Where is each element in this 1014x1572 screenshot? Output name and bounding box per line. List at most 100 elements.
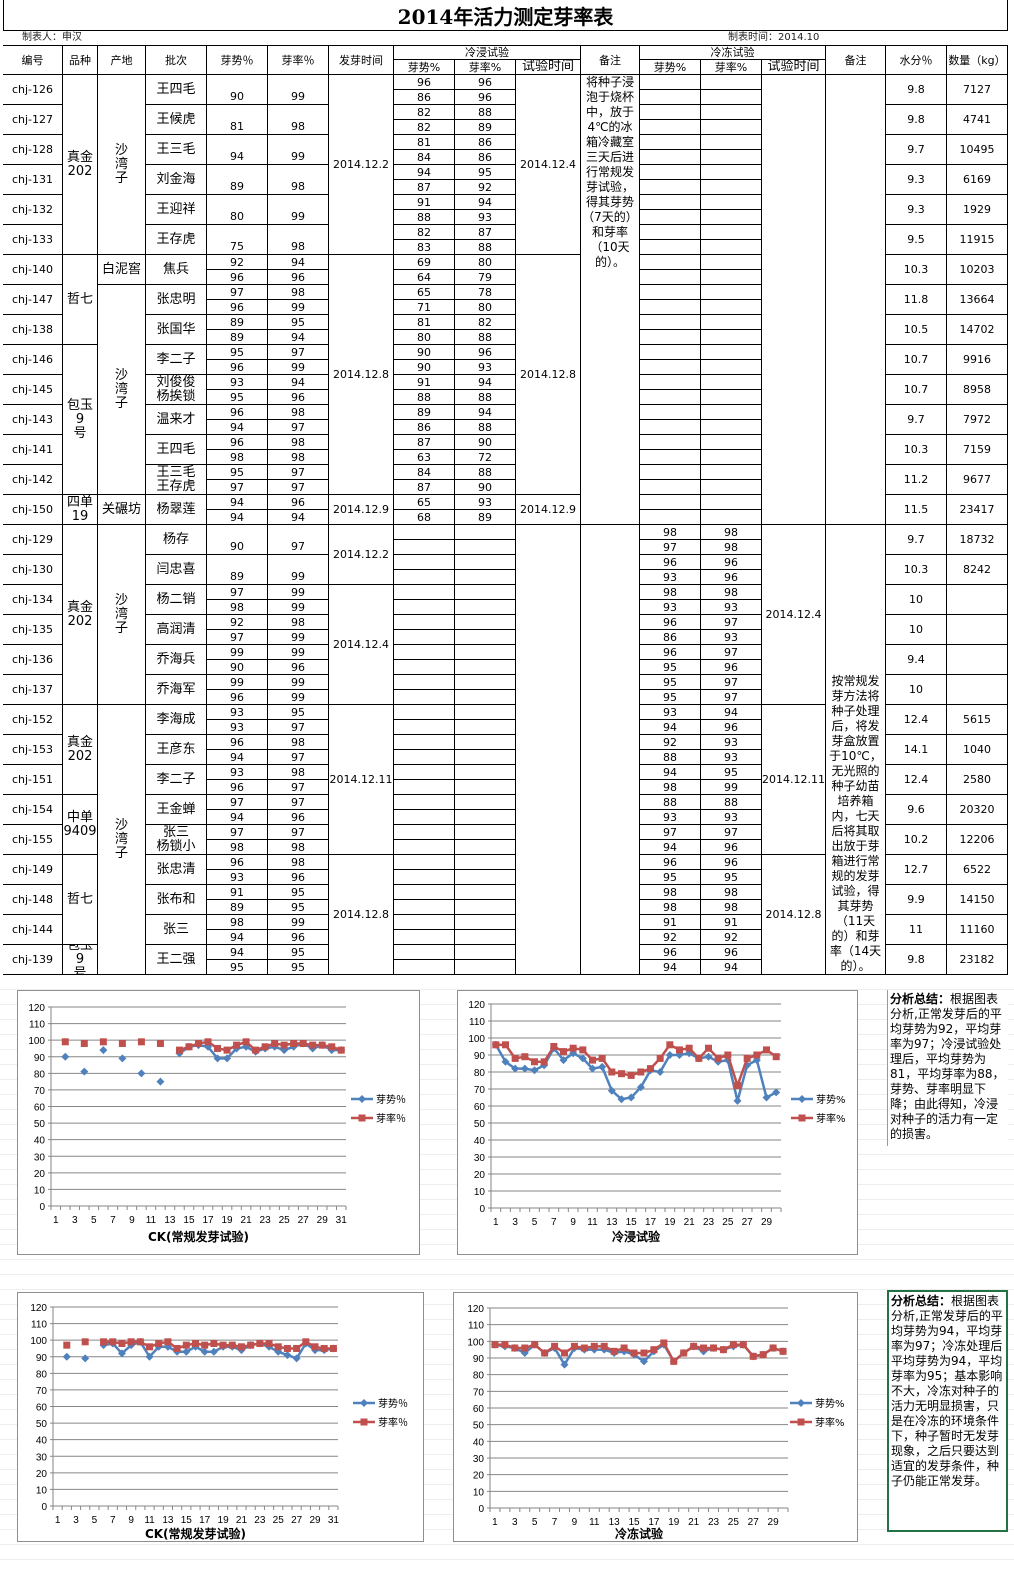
entry-freeze-vigor[interactable]: 96: [640, 555, 701, 570]
entry-id[interactable]: chj-127: [3, 105, 63, 135]
entry-ck-rate[interactable]: 99: [268, 300, 329, 315]
entry-freeze-rate[interactable]: 99: [701, 780, 762, 795]
entry-ck-rate[interactable]: 97: [268, 420, 329, 435]
entry-batch[interactable]: 温来才: [146, 405, 207, 435]
entry-soak-rate[interactable]: 93: [455, 495, 516, 510]
header-soak-rate[interactable]: 芽率%: [455, 60, 516, 75]
entry-freeze-rate[interactable]: 96: [701, 945, 762, 960]
entry-soak-rate[interactable]: 89: [455, 510, 516, 525]
header-freeze-group[interactable]: 冷冻试验: [640, 45, 826, 60]
entry-freeze-rate[interactable]: 93: [701, 750, 762, 765]
entry-soak-rate[interactable]: [455, 750, 516, 765]
entry-batch[interactable]: 杨二销: [146, 585, 207, 615]
entry-soak-vigor[interactable]: [394, 675, 455, 690]
entry-qty[interactable]: 6522: [947, 855, 1008, 885]
entry-qty[interactable]: 10495: [947, 135, 1008, 165]
entry-soak-vigor[interactable]: [394, 870, 455, 885]
entry-ck-rate[interactable]: 99: [268, 195, 329, 225]
entry-soak-vigor[interactable]: 81: [394, 135, 455, 150]
entry-qty[interactable]: 18732: [947, 525, 1008, 555]
entry-freeze-rate[interactable]: 95: [701, 870, 762, 885]
entry-batch[interactable]: 张三: [146, 915, 207, 945]
entry-freeze-vigor[interactable]: 95: [640, 690, 701, 705]
entry-soak-rate[interactable]: 95: [455, 165, 516, 180]
entry-ck-rate[interactable]: 95: [268, 960, 329, 975]
entry-ck-rate[interactable]: 99: [268, 915, 329, 930]
entry-batch[interactable]: 李二子: [146, 765, 207, 795]
entry-batch[interactable]: 李二子: [146, 345, 207, 375]
entry-ck-vigor[interactable]: 96: [207, 855, 268, 870]
entry-ck-rate[interactable]: 99: [268, 690, 329, 705]
entry-freeze-rate[interactable]: 96: [701, 855, 762, 870]
freeze-date-cell[interactable]: 2014.12.8: [762, 855, 826, 975]
entry-ck-vigor[interactable]: 94: [207, 135, 268, 165]
freeze-date-cell[interactable]: 2014.12.11: [762, 705, 826, 855]
entry-qty[interactable]: 20320: [947, 795, 1008, 825]
entry-soak-vigor[interactable]: [394, 915, 455, 930]
entry-soak-vigor[interactable]: [394, 750, 455, 765]
header-ck-vigor[interactable]: 芽势％: [207, 45, 268, 75]
entry-freeze-rate[interactable]: [701, 105, 762, 120]
entry-batch[interactable]: 杨存: [146, 525, 207, 555]
entry-ck-vigor[interactable]: 98: [207, 600, 268, 615]
entry-soak-rate[interactable]: [455, 615, 516, 630]
entry-ck-vigor[interactable]: 94: [207, 945, 268, 960]
entry-freeze-rate[interactable]: 88: [701, 795, 762, 810]
entry-soak-vigor[interactable]: [394, 555, 455, 570]
entry-soak-rate[interactable]: [455, 855, 516, 870]
entry-soak-rate[interactable]: 87: [455, 225, 516, 240]
entry-freeze-rate[interactable]: 97: [701, 690, 762, 705]
entry-id[interactable]: chj-126: [3, 75, 63, 105]
entry-id[interactable]: chj-149: [3, 855, 63, 885]
entry-ck-vigor[interactable]: 96: [207, 690, 268, 705]
entry-ck-vigor[interactable]: 99: [207, 645, 268, 660]
soak-date-cell[interactable]: 2014.12.4: [516, 75, 581, 255]
entry-soak-vigor[interactable]: [394, 795, 455, 810]
entry-freeze-rate[interactable]: 96: [701, 570, 762, 585]
entry-freeze-vigor[interactable]: [640, 135, 701, 150]
entry-soak-vigor[interactable]: 89: [394, 405, 455, 420]
entry-freeze-rate[interactable]: 97: [701, 615, 762, 630]
entry-freeze-rate[interactable]: 95: [701, 765, 762, 780]
entry-water[interactable]: 9.7: [886, 405, 947, 435]
entry-freeze-vigor[interactable]: 94: [640, 840, 701, 855]
entry-ck-rate[interactable]: 96: [268, 660, 329, 675]
entry-qty[interactable]: [947, 675, 1008, 705]
entry-ck-vigor[interactable]: 99: [207, 675, 268, 690]
entry-ck-vigor[interactable]: 96: [207, 360, 268, 375]
entry-freeze-vigor[interactable]: [640, 150, 701, 165]
entry-soak-rate[interactable]: [455, 885, 516, 900]
entry-soak-rate[interactable]: 86: [455, 150, 516, 165]
entry-freeze-rate[interactable]: [701, 480, 762, 495]
entry-freeze-vigor[interactable]: 94: [640, 765, 701, 780]
ck-date-cell[interactable]: 2014.12.4: [329, 585, 394, 705]
entry-freeze-vigor[interactable]: [640, 75, 701, 90]
entry-ck-vigor[interactable]: 97: [207, 795, 268, 810]
entry-freeze-vigor[interactable]: 97: [640, 825, 701, 840]
entry-freeze-rate[interactable]: 93: [701, 735, 762, 750]
entry-soak-rate[interactable]: [455, 630, 516, 645]
entry-soak-vigor[interactable]: [394, 660, 455, 675]
entry-batch[interactable]: 刘金海: [146, 165, 207, 195]
entry-freeze-rate[interactable]: 91: [701, 915, 762, 930]
entry-freeze-rate[interactable]: [701, 495, 762, 510]
entry-soak-vigor[interactable]: [394, 585, 455, 600]
entry-batch[interactable]: 张忠明: [146, 285, 207, 315]
entry-soak-rate[interactable]: [455, 930, 516, 945]
entry-ck-vigor[interactable]: 96: [207, 435, 268, 450]
entry-ck-rate[interactable]: 95: [268, 900, 329, 915]
entry-soak-rate[interactable]: [455, 585, 516, 600]
entry-batch[interactable]: 王四毛: [146, 75, 207, 105]
entry-freeze-rate[interactable]: 98: [701, 585, 762, 600]
entry-soak-rate[interactable]: [455, 570, 516, 585]
entry-soak-vigor[interactable]: [394, 885, 455, 900]
entry-freeze-rate[interactable]: 97: [701, 675, 762, 690]
entry-soak-rate[interactable]: 93: [455, 210, 516, 225]
entry-soak-vigor[interactable]: [394, 735, 455, 750]
entry-soak-rate[interactable]: 88: [455, 420, 516, 435]
entry-freeze-rate[interactable]: [701, 195, 762, 210]
entry-freeze-vigor[interactable]: [640, 315, 701, 330]
ck-date-cell[interactable]: 2014.12.2: [329, 75, 394, 255]
entry-freeze-rate[interactable]: 94: [701, 705, 762, 720]
entry-freeze-vigor[interactable]: 98: [640, 780, 701, 795]
